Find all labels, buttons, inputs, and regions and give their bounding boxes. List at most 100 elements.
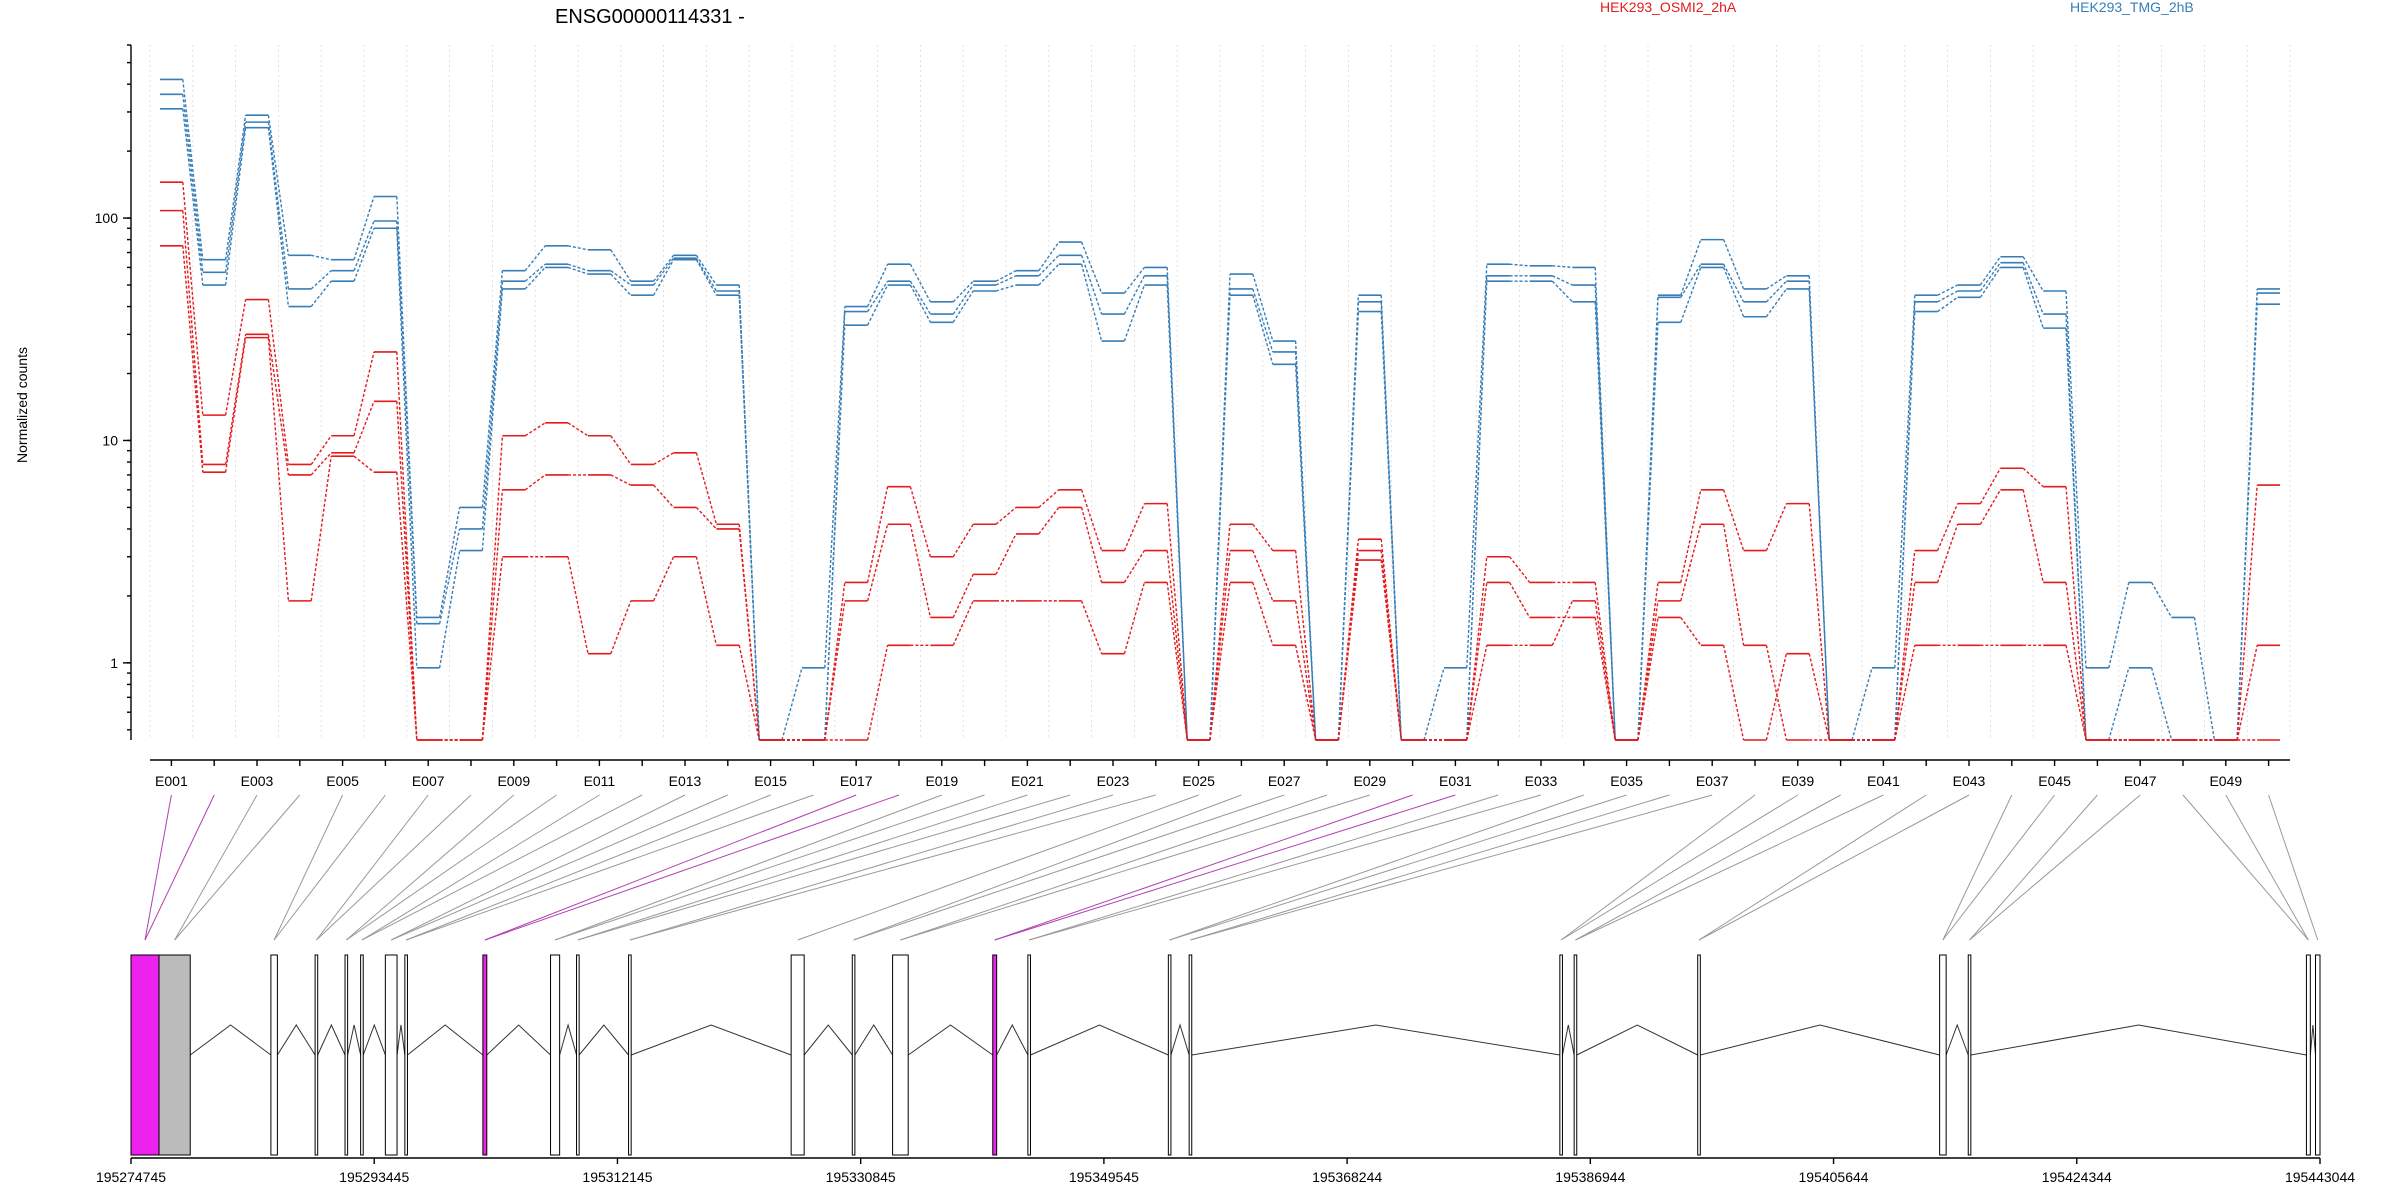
exon-connector [1575, 794, 1884, 941]
exon-transition [1552, 275, 1573, 286]
x-axis: E001 E003 E005 E007 E009 E011 E013 E015 E017 E019… [150, 759, 2290, 789]
exon-transition [1680, 489, 1702, 583]
exon-transition [1722, 524, 1745, 646]
exon-transition [1252, 288, 1274, 353]
exon-box [270, 954, 278, 1156]
x-tick-label: E005 [326, 773, 359, 789]
exon-transition [1080, 489, 1103, 551]
exon-transition [310, 270, 332, 290]
exon-transition [1466, 281, 1488, 741]
exon-transition [1680, 524, 1702, 602]
exon-connector [1575, 794, 1841, 941]
exon-transition [481, 281, 504, 530]
exon-transition [1722, 645, 1745, 741]
y-axis: 1 10 100 [95, 44, 132, 740]
exon-transition [1294, 364, 1317, 741]
exon-transition [652, 259, 675, 296]
exon-transition [2150, 667, 2173, 741]
genomic-tick-label: 195330845 [826, 1169, 896, 1185]
exon-connector [994, 794, 1413, 941]
exon-transition [695, 452, 718, 525]
exon-transition [1808, 503, 1830, 741]
exon-connector [174, 794, 301, 941]
exon-transition [1680, 617, 1702, 646]
exon-transition [824, 600, 846, 741]
exon-box [404, 954, 408, 1156]
exon-transition [2065, 582, 2087, 741]
exon-transition [952, 574, 974, 618]
intron-line [803, 1024, 853, 1056]
exon-transition [1337, 559, 1360, 741]
exon-transition [1936, 524, 1959, 583]
exon-transition [1894, 311, 1916, 741]
exon-transition [2022, 489, 2044, 583]
genomic-tick-label: 195386944 [1555, 1169, 1625, 1185]
exon-transition [1252, 294, 1274, 365]
exon-transition [224, 334, 247, 465]
exon-transition [353, 227, 375, 282]
exon-connector [273, 794, 344, 941]
x-tick-label: E041 [1867, 773, 1900, 789]
exon-transition [567, 422, 589, 437]
exon-box [1027, 954, 1031, 1156]
exon-transition [652, 556, 675, 602]
exon-connector [853, 794, 1285, 941]
exon-transition [224, 337, 247, 473]
exon-transition [2022, 467, 2044, 488]
exon-transition [1252, 582, 1274, 646]
exon-transition [995, 284, 1017, 292]
intron-line [854, 1024, 894, 1056]
exon-transition [481, 556, 504, 741]
intron-line [1561, 1024, 1575, 1056]
x-tick-label: E011 [584, 773, 616, 789]
x-tick-label: E027 [1268, 773, 1301, 789]
exon-transition [695, 259, 718, 296]
gene-model [130, 954, 2321, 1156]
exon-transition [267, 115, 290, 256]
exon-transition [1637, 600, 1659, 741]
x-tick-label: E045 [2038, 773, 2071, 789]
exon-box [550, 954, 561, 1156]
exon-transition [909, 263, 932, 303]
exon-box [892, 954, 909, 1156]
exon-connector [853, 794, 1242, 941]
exon-connector [629, 794, 1156, 941]
exon-transition [1166, 267, 1188, 741]
intron-line [396, 1024, 406, 1056]
exon-connector [484, 794, 857, 941]
exon-transition [481, 435, 504, 741]
exon-transition [267, 127, 290, 307]
exon-transition [2150, 582, 2173, 618]
genomic-tick-label: 195424344 [2042, 1169, 2112, 1185]
exon-transition [695, 254, 717, 286]
genomic-tick-label: 195312145 [582, 1169, 652, 1185]
exon-transition [1294, 550, 1317, 741]
exon-transition [2236, 304, 2258, 741]
exon-connector [1029, 794, 1499, 941]
genomic-axis: 195274745 195293445 195312145 195330845 1953… [96, 1157, 2355, 1185]
exon-transition [2193, 617, 2216, 741]
exon-transition [610, 435, 632, 465]
exon-box [130, 954, 160, 1156]
x-tick-label: E019 [925, 773, 958, 789]
exon-box [628, 954, 632, 1156]
intron-line [630, 1024, 792, 1056]
exon-transition [1937, 296, 1959, 313]
exon-connector [1560, 794, 1756, 941]
intron-line [1945, 1023, 1969, 1056]
intron-line [2309, 1024, 2317, 1056]
exon-transition [524, 245, 546, 272]
exon-transition [1466, 264, 1488, 668]
exon-box [1967, 954, 1972, 1156]
exon-connector [316, 794, 429, 941]
exon-transition [2236, 645, 2258, 741]
exon-transition [1894, 295, 1916, 668]
x-tick-label: E039 [1781, 773, 1814, 789]
exon-connector [900, 794, 1370, 941]
exon-transition [1123, 275, 1146, 315]
exon-connector [1969, 794, 2141, 941]
exon-transition [1294, 600, 1317, 741]
exon-transition [1123, 582, 1146, 654]
exon-box [1939, 954, 1947, 1156]
exon-connector [1969, 794, 2098, 941]
